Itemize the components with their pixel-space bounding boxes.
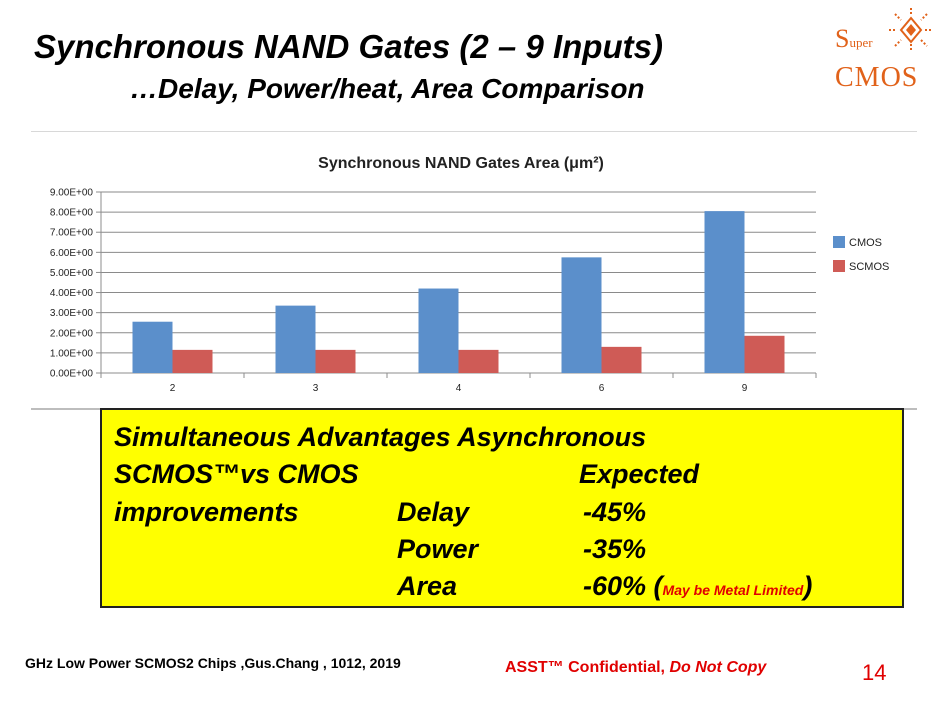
slide-subtitle: …Delay, Power/heat, Area Comparison (130, 73, 645, 104)
area-chart: Synchronous NAND Gates Area (μm²) 0.00E+0… (31, 131, 917, 410)
bar-scmos-6 (601, 346, 642, 373)
page-number: 14 (862, 660, 887, 685)
bar-cmos-6 (561, 257, 602, 373)
super-cmos-logo: Super CMOS (835, 6, 935, 96)
y-tick-label: 3.00E+00 (50, 308, 94, 319)
legend-label-scmos: SCMOS (849, 261, 889, 273)
x-tick-label: 6 (599, 383, 605, 394)
advantages-box: Simultaneous Advantages Asynchronous SCM… (100, 408, 904, 608)
bar-scmos-2 (172, 349, 213, 373)
y-tick-label: 1.00E+00 (50, 348, 94, 359)
logo-text-uper: uper (849, 35, 873, 50)
confidential-text: ASST™ Confidential, (505, 659, 670, 676)
advantages-improvements-label: improvements (114, 497, 299, 527)
delay-value: -45% (583, 497, 647, 527)
logo-text-s: S (835, 24, 850, 53)
slide-title: Synchronous NAND Gates (2 – 9 Inputs) (34, 28, 663, 65)
y-tick-label: 6.00E+00 (50, 248, 94, 259)
area-value-row: -60% (May be Metal Limited) (583, 571, 813, 601)
y-tick-label: 0.00E+00 (50, 369, 94, 380)
legend-swatch-cmos (833, 236, 845, 248)
delay-label: Delay (397, 497, 470, 527)
x-tick-label: 4 (456, 383, 462, 394)
y-tick-label: 4.00E+00 (50, 288, 94, 299)
power-label: Power (397, 534, 479, 564)
legend-swatch-scmos (833, 260, 845, 272)
metal-limited-note: May be Metal Limited (662, 582, 804, 598)
bar-scmos-4 (458, 349, 499, 373)
y-tick-label: 5.00E+00 (50, 268, 94, 279)
area-label: Area (397, 571, 458, 601)
y-tick-label: 7.00E+00 (50, 228, 94, 239)
footer-presentation-info: GHz Low Power SCMOS2 Chips ,Gus.Chang , … (25, 655, 401, 671)
advantages-line1: Simultaneous Advantages Asynchronous (114, 422, 647, 452)
bar-scmos-3 (315, 349, 356, 373)
chart-title: Synchronous NAND Gates Area (μm²) (318, 155, 604, 172)
logo-text-cmos: CMOS (835, 62, 919, 93)
bar-cmos-2 (132, 321, 173, 373)
advantages-expected-label: Expected (579, 459, 700, 489)
sun-diamond-icon (889, 8, 933, 52)
y-tick-label: 2.00E+00 (50, 328, 94, 339)
bar-cmos-3 (275, 305, 316, 373)
advantages-line2-left: SCMOS™vs CMOS (114, 459, 359, 489)
x-tick-label: 2 (170, 383, 176, 394)
do-not-copy-text: Do Not Copy (669, 659, 767, 676)
bar-cmos-9 (704, 211, 745, 373)
legend-label-cmos: CMOS (849, 237, 882, 249)
x-tick-label: 3 (313, 383, 319, 394)
y-tick-label: 8.00E+00 (50, 208, 94, 219)
bar-scmos-9 (744, 335, 785, 373)
footer-confidential: ASST™ Confidential, Do Not Copy (505, 659, 766, 677)
x-tick-label: 9 (742, 383, 748, 394)
bar-cmos-4 (418, 288, 459, 373)
area-value: -60% (583, 571, 647, 601)
power-value: -35% (583, 534, 647, 564)
y-tick-label: 9.00E+00 (50, 188, 94, 199)
